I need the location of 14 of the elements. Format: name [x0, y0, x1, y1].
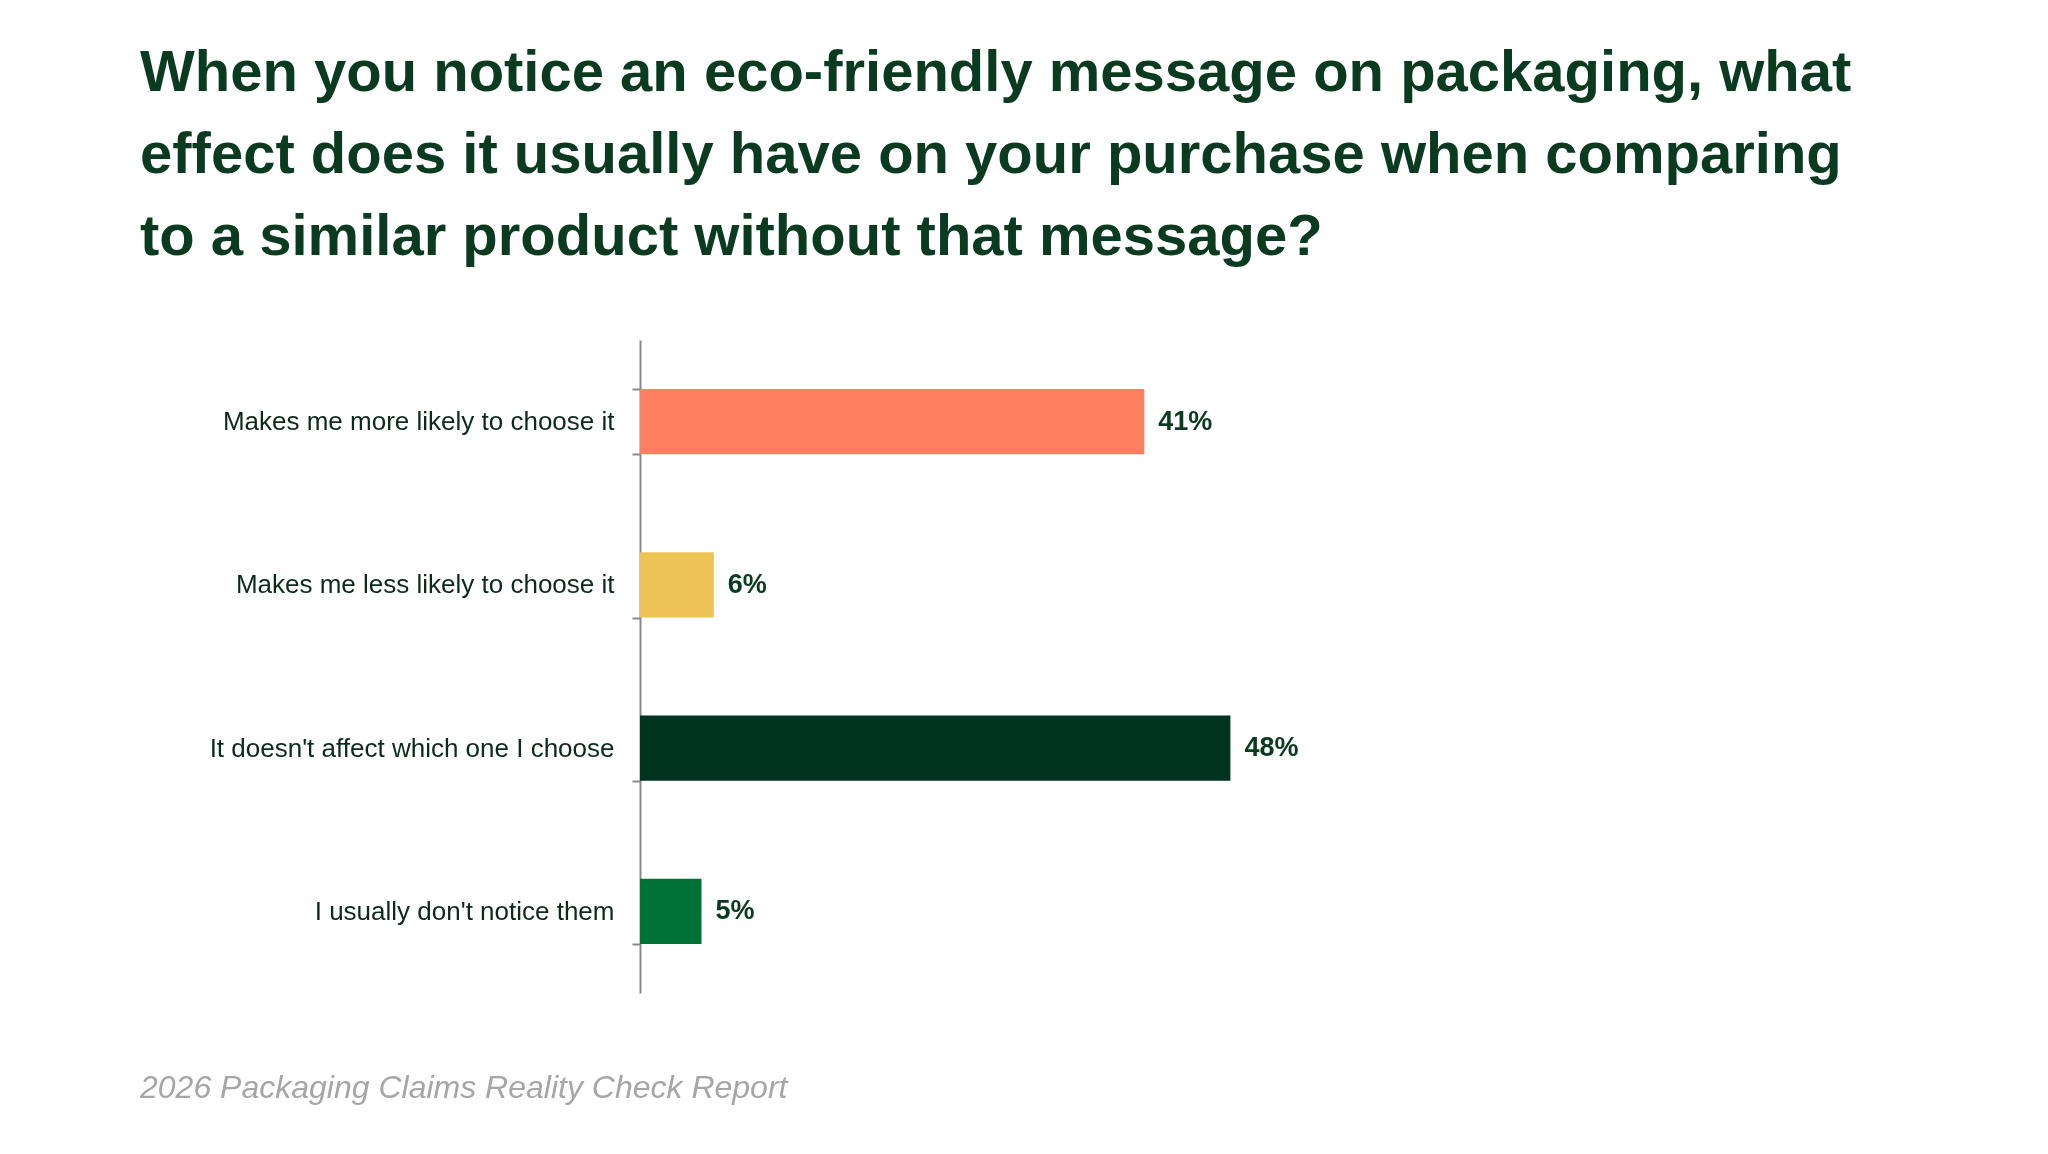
bar [640, 552, 714, 618]
y-tick-label: It doesn't affect which one I choose [209, 732, 615, 763]
y-tick-label: I usually don't notice them [314, 895, 615, 926]
data-label: 5% [715, 895, 755, 926]
y-tick-label: Makes me more likely to choose it [222, 406, 616, 437]
data-label: 48% [1244, 732, 1299, 763]
data-label: 6% [727, 568, 767, 599]
bar [640, 715, 1231, 781]
y-tick-label: Makes me less likely to choose it [235, 569, 616, 600]
bar [640, 388, 1145, 455]
bar [640, 878, 702, 945]
chart-title: When you notice an eco-friendly message on packaging, what effect does it usually have on your purchase when comparing to a similar product without that message? [140, 38, 1852, 267]
text: 2026 Packaging Claims Reality Check Report [139, 1069, 789, 1105]
data-label: 41% [1158, 405, 1213, 436]
